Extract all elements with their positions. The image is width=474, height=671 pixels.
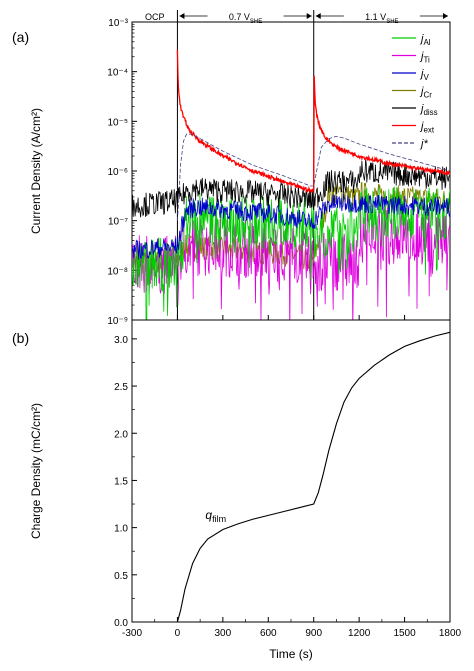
y-tick-label: 10⁻⁷ bbox=[108, 217, 128, 228]
legend-entry: jext bbox=[419, 121, 435, 135]
legend-entry: jV bbox=[419, 68, 429, 82]
series-line-Ti bbox=[132, 206, 450, 320]
legend-entry-sub: ext bbox=[423, 126, 434, 135]
x-tick-label: -300 bbox=[122, 628, 142, 639]
legend-entry: jAl bbox=[419, 33, 431, 47]
y-axis-label: Current Density (A/cm²) bbox=[29, 108, 43, 234]
y-tick-label: 0.0 bbox=[114, 618, 128, 629]
legend-entry-main: j bbox=[419, 86, 424, 98]
y-tick-label: 10⁻³ bbox=[108, 18, 128, 29]
y-tick-label: 3.0 bbox=[114, 335, 128, 346]
legend-entry-main: j bbox=[419, 103, 424, 115]
series-line-jstar bbox=[177, 133, 450, 221]
legend-entry-main: j* bbox=[419, 138, 428, 150]
annotation-qfilm-sub: film bbox=[212, 514, 226, 524]
panel-a: OCP 0.7 VSHE 1.1 VSHE10⁻⁹10⁻⁸10⁻⁷10⁻⁶10⁻⁵1… bbox=[12, 10, 451, 327]
legend-entry: jTi bbox=[419, 51, 430, 65]
y-tick-label: 10⁻⁹ bbox=[107, 316, 128, 327]
panel-b: 0.0 0.5 1.0 1.5 2.0 2.5 3.0 -300 0 300 600 900 1200 1… bbox=[12, 319, 462, 661]
series-line-ext bbox=[176, 49, 450, 194]
y-tick-label: 2.5 bbox=[114, 382, 128, 393]
legend-entry-sub: Cr bbox=[423, 91, 432, 100]
legend-entry: jdiss bbox=[419, 103, 438, 117]
x-tick-label: 1800 bbox=[439, 628, 462, 639]
x-tick-label: 1500 bbox=[393, 628, 416, 639]
panel-a-frame bbox=[131, 21, 451, 321]
panel-label: (b) bbox=[12, 330, 29, 346]
y-tick-label: 0.5 bbox=[114, 571, 128, 582]
legend-entry-sub: Al bbox=[423, 38, 430, 47]
annotation-qfilm-main: q bbox=[205, 508, 212, 522]
x-tick-label: 900 bbox=[305, 628, 322, 639]
region-label: 1.1 VSHE bbox=[365, 12, 398, 25]
y-tick-label: 1.0 bbox=[114, 524, 128, 535]
y-tick-label: 10⁻⁸ bbox=[107, 266, 128, 277]
y-tick-label: 10⁻⁴ bbox=[107, 68, 128, 79]
legend-entry-sub: diss bbox=[423, 108, 437, 117]
region-arrow-head bbox=[179, 13, 185, 19]
region-label-main: OCP bbox=[145, 12, 165, 22]
region-arrow-head bbox=[443, 13, 448, 19]
legend-entry-sub: Ti bbox=[423, 56, 430, 65]
panel-b-frame bbox=[131, 319, 451, 623]
legend-entry-main: j bbox=[419, 33, 424, 45]
y-tick-label: 10⁻⁵ bbox=[107, 117, 128, 128]
x-tick-label: 0 bbox=[175, 628, 181, 639]
legend-entry-sub: V bbox=[423, 73, 429, 82]
region-label-sub: SHE bbox=[250, 19, 262, 25]
y-tick-label: 10⁻⁶ bbox=[107, 167, 128, 178]
panel-label: (a) bbox=[12, 29, 29, 45]
x-tick-label: 300 bbox=[215, 628, 232, 639]
region-arrow-head bbox=[306, 13, 312, 19]
series-line-V bbox=[132, 193, 450, 260]
region-label-main: 0.7 V bbox=[229, 12, 250, 22]
legend-entry: jCr bbox=[419, 86, 432, 100]
region-label: OCP bbox=[145, 12, 165, 22]
legend-entry-main: j bbox=[419, 51, 424, 63]
x-tick-label: 1200 bbox=[348, 628, 371, 639]
region-label-main: 1.1 V bbox=[365, 12, 386, 22]
region-label: 0.7 VSHE bbox=[229, 12, 262, 25]
x-tick-label: 600 bbox=[260, 628, 277, 639]
region-arrow-head bbox=[315, 13, 321, 19]
series-line-qfilm bbox=[176, 331, 451, 623]
legend-entry-main: j bbox=[419, 68, 424, 80]
legend-entry-main: j bbox=[419, 121, 424, 133]
annotation-qfilm: qfilm bbox=[205, 508, 226, 524]
y-tick-label: 1.5 bbox=[114, 476, 128, 487]
legend-entry: j* bbox=[419, 138, 428, 150]
y-axis-label: Charge Density (mC/cm²) bbox=[29, 403, 43, 539]
y-tick-label: 2.0 bbox=[114, 429, 128, 440]
x-axis-label: Time (s) bbox=[269, 647, 313, 661]
region-label-sub: SHE bbox=[386, 19, 398, 25]
